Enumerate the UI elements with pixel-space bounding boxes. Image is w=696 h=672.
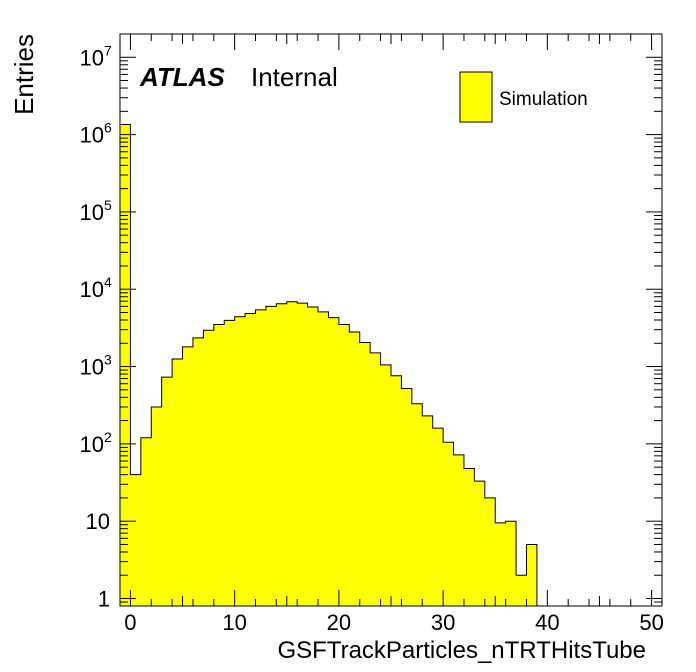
y-tick-label: 10 5 <box>80 197 112 225</box>
histogram-bar <box>213 324 225 606</box>
y-tick-base: 10 <box>86 509 110 534</box>
histogram-bar <box>120 124 131 607</box>
y-tick-base: 10 <box>80 355 104 380</box>
y-tick-label: 10 3 <box>80 352 112 380</box>
legend-entry: Simulation <box>499 89 588 110</box>
y-tick-base: 10 <box>80 200 104 225</box>
x-axis-label: GSFTrackParticles_nTRTHitsTube <box>277 637 646 664</box>
histogram-outline <box>119 124 662 607</box>
histogram-bar <box>172 359 183 606</box>
histogram-bar <box>245 313 256 606</box>
x-tick-label: 20 <box>327 610 351 635</box>
axis-ticks <box>120 33 662 607</box>
histogram-bar <box>411 403 423 606</box>
histogram-bar <box>380 364 391 606</box>
y-tick-exponent: 4 <box>104 274 112 290</box>
histogram-bar <box>349 331 360 606</box>
histogram-bar <box>203 330 214 606</box>
histogram-bar <box>391 375 402 606</box>
y-tick-label: 1 <box>98 587 110 612</box>
x-tick-label: 0 <box>124 610 136 635</box>
histogram-bar <box>422 415 433 606</box>
histogram-bar <box>432 428 444 606</box>
histogram-bar <box>338 324 350 606</box>
histogram-bar <box>328 317 339 606</box>
histogram-bar <box>130 474 141 606</box>
atlas-label: ATLAS <box>139 62 225 92</box>
histogram-bar <box>453 454 464 606</box>
histogram-bar <box>526 544 537 606</box>
histogram-bar <box>224 320 235 606</box>
legend: Simulation <box>459 71 588 123</box>
histogram-bar <box>495 522 506 606</box>
histogram-bar <box>474 481 485 606</box>
histogram-bar <box>297 303 308 606</box>
y-tick-exponent: 7 <box>104 42 112 58</box>
y-tick-base: 10 <box>80 45 104 70</box>
histogram-bar <box>505 521 517 606</box>
histogram-bar <box>318 311 329 606</box>
y-axis-label: Entries <box>9 34 39 115</box>
histogram-bar <box>182 346 193 606</box>
histogram-bar <box>234 316 246 606</box>
histogram-bar <box>140 437 152 606</box>
histogram-bar <box>276 303 287 606</box>
legend-swatch <box>459 71 493 123</box>
y-tick-label: 10 6 <box>80 120 112 148</box>
x-tick-labels: 0 10 20 30 40 50 <box>124 610 664 635</box>
histogram-bar <box>151 406 162 606</box>
y-tick-base: 10 <box>80 432 104 457</box>
histogram-bars <box>120 124 537 607</box>
histogram-bar <box>370 352 381 606</box>
histogram-bar <box>463 468 475 606</box>
x-tick-label: 10 <box>222 610 246 635</box>
y-tick-exponent: 6 <box>104 120 112 136</box>
x-tick-label: 50 <box>639 610 663 635</box>
histogram-bar <box>307 306 319 606</box>
y-tick-label: 10 <box>86 509 110 534</box>
histogram-bar <box>255 309 266 606</box>
y-tick-base: 10 <box>80 277 104 302</box>
histogram-bar <box>265 306 277 606</box>
y-tick-label: 10 4 <box>80 274 112 302</box>
y-tick-base: 1 <box>98 587 110 612</box>
y-tick-label: 10 2 <box>80 429 112 457</box>
status-label: Internal <box>251 62 338 92</box>
y-tick-exponent: 5 <box>104 197 112 213</box>
histogram-bar <box>484 497 496 606</box>
plot-frame <box>119 33 663 607</box>
histogram-bar <box>286 301 298 606</box>
histogram-bar <box>516 575 527 606</box>
histogram-bar <box>161 377 173 606</box>
histogram-bar <box>359 342 371 606</box>
y-tick-label: 10 7 <box>80 42 112 70</box>
histogram-bar <box>401 388 412 606</box>
y-tick-exponent: 2 <box>104 429 112 445</box>
histogram-bar <box>192 337 204 606</box>
y-tick-base: 10 <box>80 123 104 148</box>
y-tick-exponent: 3 <box>104 352 112 368</box>
x-tick-label: 30 <box>431 610 455 635</box>
histogram-bar <box>443 442 454 606</box>
x-tick-label: 40 <box>535 610 559 635</box>
